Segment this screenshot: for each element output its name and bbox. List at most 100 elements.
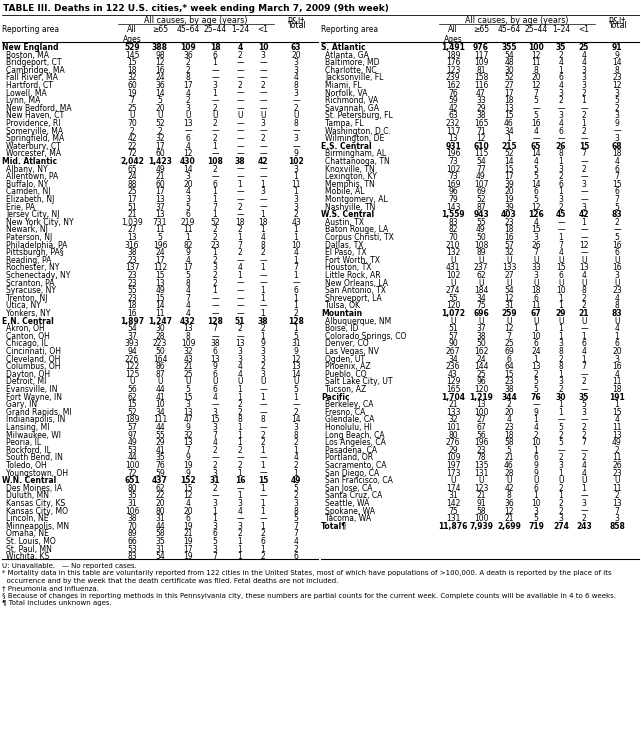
Text: —: — (236, 127, 244, 136)
Text: 63: 63 (448, 111, 458, 120)
Text: 12: 12 (291, 354, 301, 363)
Text: 8: 8 (238, 416, 242, 424)
Text: 109: 109 (445, 454, 460, 463)
Text: 36: 36 (183, 51, 193, 60)
Text: 18: 18 (504, 225, 513, 234)
Text: 1: 1 (558, 370, 563, 379)
Text: 7: 7 (533, 248, 538, 257)
Text: 38: 38 (476, 332, 486, 341)
Text: Richmond, VA: Richmond, VA (325, 96, 378, 105)
Text: —: — (259, 385, 267, 394)
Text: 72: 72 (127, 149, 137, 158)
Text: 6: 6 (506, 354, 512, 363)
Text: 34: 34 (504, 127, 514, 136)
Text: Seattle, WA: Seattle, WA (325, 499, 369, 508)
Text: 38: 38 (258, 316, 269, 325)
Text: 23: 23 (612, 73, 622, 82)
Text: 9: 9 (185, 454, 190, 463)
Text: 7: 7 (294, 521, 299, 531)
Text: 25–44: 25–44 (524, 25, 547, 34)
Text: 120: 120 (445, 301, 460, 310)
Text: 11,876: 11,876 (438, 521, 468, 531)
Text: 31: 31 (127, 499, 137, 508)
Text: 67: 67 (476, 423, 486, 432)
Text: Kansas City, KS: Kansas City, KS (6, 499, 65, 508)
Text: 59: 59 (448, 96, 458, 105)
Text: 1: 1 (238, 180, 242, 189)
Text: 27: 27 (476, 416, 486, 424)
Text: 54: 54 (504, 286, 514, 295)
Text: —: — (259, 468, 267, 477)
Text: —: — (236, 187, 244, 196)
Text: 101: 101 (445, 423, 460, 432)
Text: 109: 109 (180, 43, 196, 52)
Text: 3: 3 (558, 339, 563, 348)
Text: Phoenix, AZ: Phoenix, AZ (325, 363, 370, 372)
Text: 88: 88 (128, 180, 137, 189)
Text: occurrence and by the week that the death certificate was filed. Fetal deaths ar: occurrence and by the week that the deat… (2, 578, 338, 584)
Text: 1: 1 (238, 492, 242, 501)
Text: —: — (211, 66, 219, 75)
Text: 7: 7 (506, 332, 512, 341)
Text: 169: 169 (445, 180, 460, 189)
Text: Wilmington, DE: Wilmington, DE (325, 134, 384, 143)
Text: 3: 3 (294, 165, 299, 174)
Text: 15: 15 (612, 180, 622, 189)
Text: 52: 52 (504, 149, 514, 158)
Text: 18: 18 (504, 430, 513, 439)
Text: 6: 6 (615, 187, 619, 196)
Text: 1: 1 (294, 392, 298, 401)
Text: 123: 123 (445, 66, 460, 75)
Text: 4: 4 (238, 263, 242, 272)
Text: —: — (580, 370, 588, 379)
Text: 2: 2 (615, 104, 619, 113)
Text: 2: 2 (213, 233, 217, 242)
Text: —: — (236, 149, 244, 158)
Text: 3: 3 (213, 545, 217, 554)
Text: Worcester, MA: Worcester, MA (6, 149, 61, 158)
Text: San Diego, CA: San Diego, CA (325, 468, 379, 477)
Text: 2: 2 (294, 104, 298, 113)
Text: 10: 10 (531, 499, 541, 508)
Text: Evansville, IN: Evansville, IN (6, 385, 58, 394)
Text: Las Vegas, NV: Las Vegas, NV (325, 347, 379, 356)
Text: 4: 4 (185, 187, 190, 196)
Text: 1: 1 (238, 392, 242, 401)
Text: U: U (614, 316, 620, 325)
Text: 80: 80 (155, 507, 165, 515)
Text: 13: 13 (291, 363, 301, 372)
Text: Spokane, WA: Spokane, WA (325, 507, 375, 515)
Text: 12: 12 (612, 81, 622, 90)
Text: 696: 696 (473, 309, 489, 318)
Text: 1,219: 1,219 (469, 392, 493, 401)
Text: 47: 47 (183, 416, 193, 424)
Text: 5: 5 (533, 385, 538, 394)
Text: 9: 9 (533, 461, 538, 470)
Text: 16: 16 (612, 241, 622, 250)
Text: 393: 393 (125, 339, 139, 348)
Text: 63: 63 (291, 43, 301, 52)
Text: 129: 129 (445, 377, 460, 386)
Text: 2: 2 (238, 446, 242, 455)
Text: 42: 42 (504, 484, 514, 493)
Text: 4: 4 (506, 416, 512, 424)
Text: 30: 30 (556, 392, 566, 401)
Text: 7: 7 (581, 438, 587, 447)
Text: 58: 58 (155, 530, 165, 539)
Text: 23: 23 (612, 286, 622, 295)
Text: 24: 24 (476, 354, 486, 363)
Text: 20: 20 (155, 499, 165, 508)
Text: 4: 4 (558, 119, 563, 128)
Text: U: U (450, 476, 456, 485)
Text: 108: 108 (474, 241, 488, 250)
Text: 79: 79 (448, 195, 458, 204)
Text: —: — (259, 400, 267, 410)
Text: Toledo, OH: Toledo, OH (6, 461, 47, 470)
Text: 2: 2 (558, 484, 563, 493)
Text: 14: 14 (183, 165, 193, 174)
Text: —: — (259, 66, 267, 75)
Text: —: — (292, 400, 300, 410)
Text: 58: 58 (476, 507, 486, 515)
Text: Allentown, PA: Allentown, PA (6, 172, 58, 181)
Text: 931: 931 (445, 142, 461, 151)
